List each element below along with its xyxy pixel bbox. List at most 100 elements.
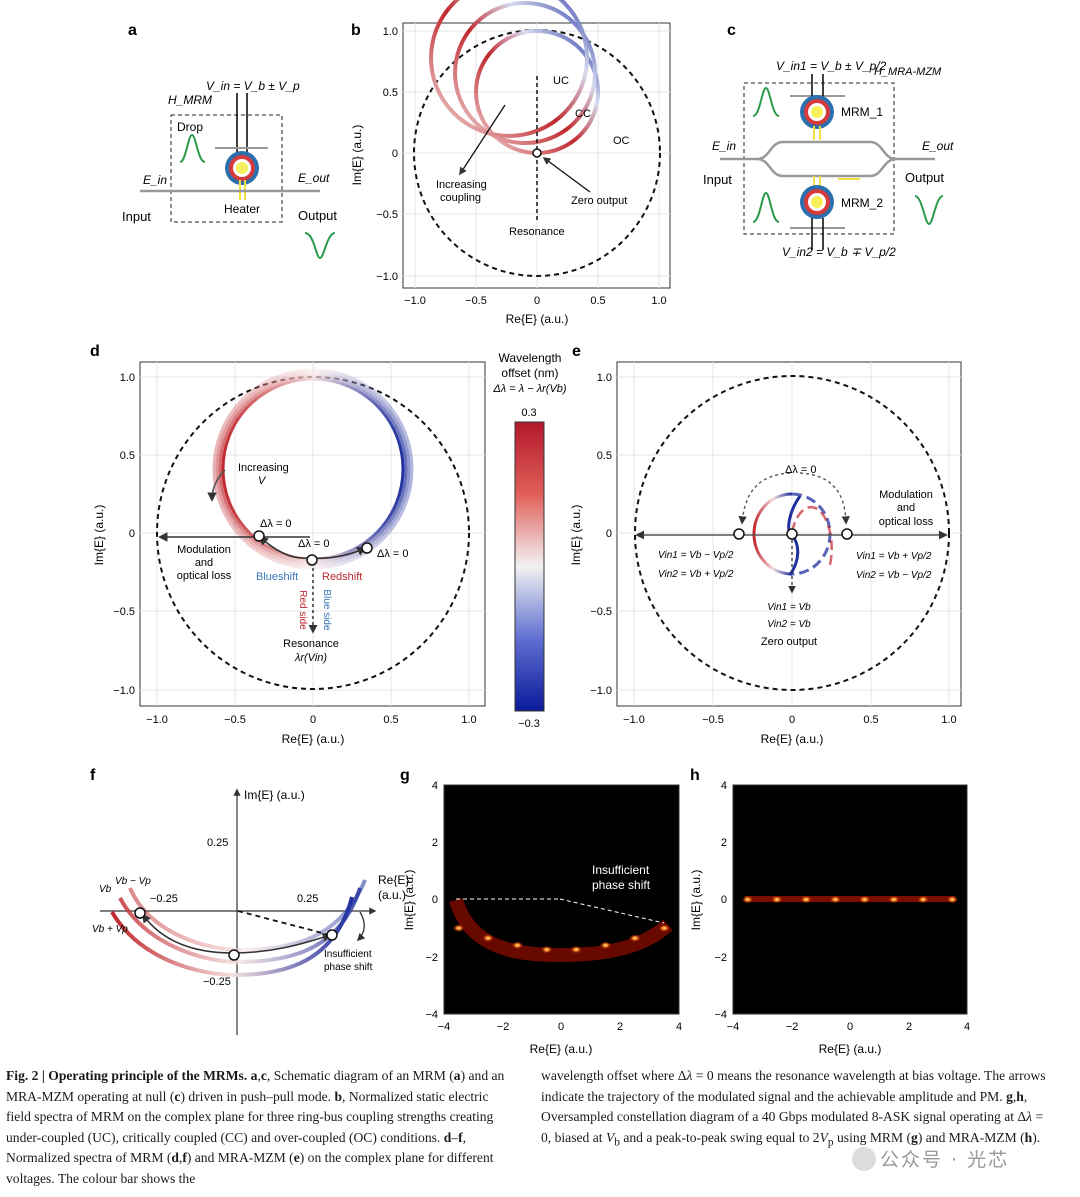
tick: −2 bbox=[714, 952, 727, 964]
tick: 0 bbox=[606, 528, 612, 540]
output-spectrum bbox=[914, 195, 944, 226]
tick-pos-y: 0.25 bbox=[207, 837, 228, 849]
eout-label: E_out bbox=[922, 139, 954, 153]
tick: −2 bbox=[497, 1021, 510, 1033]
marker-3 bbox=[326, 929, 338, 941]
tick: 0 bbox=[129, 528, 135, 540]
panel-g: g Insufficient phase shift −4 −2 0 2 4 4… bbox=[400, 767, 682, 1056]
mzm-waveguide bbox=[720, 140, 935, 178]
tick: 2 bbox=[721, 837, 727, 849]
panel-c: c V_in1 = V_b ± V_p/2 H_MRA-MZM MRM_1 MR… bbox=[703, 22, 954, 259]
blueshift-label: Blueshift bbox=[256, 571, 298, 583]
cc-circle bbox=[453, 1, 597, 145]
constellation-point bbox=[482, 934, 495, 943]
mrm2-label: MRM_2 bbox=[841, 196, 883, 210]
panel-letter: b bbox=[351, 22, 361, 39]
panel-a: a V_in = V_b ± V_p H_MRM Drop E_in E_out… bbox=[122, 22, 337, 260]
cb-title-2: offset (nm) bbox=[501, 366, 558, 380]
marker-2 bbox=[228, 949, 240, 961]
cc-label: CC bbox=[575, 108, 591, 120]
tick-neg-x: −0.25 bbox=[150, 893, 178, 905]
increasing-label: Increasing bbox=[238, 462, 289, 474]
uc-label: UC bbox=[553, 75, 569, 87]
tick: 0 bbox=[721, 894, 727, 906]
tick: 4 bbox=[964, 1021, 970, 1033]
constellation-point bbox=[599, 941, 612, 950]
marker-1 bbox=[134, 907, 146, 919]
output-spectrum bbox=[304, 232, 336, 260]
ring1-core bbox=[811, 106, 823, 118]
x-axis-label: Re{E} (a.u.) bbox=[530, 1042, 593, 1056]
vbmvp-label: Vb − Vp bbox=[115, 876, 151, 887]
watermark: 公众号 · 光芯 bbox=[852, 1145, 1009, 1172]
v-label: V bbox=[258, 475, 267, 487]
constellation-points bbox=[452, 924, 671, 954]
y-ticks: 4 2 0 −2 −4 bbox=[425, 780, 438, 1021]
panel-letter: c bbox=[727, 22, 736, 39]
arc-right-red bbox=[790, 505, 833, 566]
dl-arrow-right bbox=[799, 472, 850, 525]
vin-label: V_in = V_b ± V_p bbox=[206, 79, 300, 93]
tick: 0.5 bbox=[597, 450, 612, 462]
ring2-core bbox=[811, 196, 823, 208]
zero-output-marker bbox=[532, 148, 542, 158]
x-ticks: −4 −2 0 2 4 bbox=[727, 1021, 970, 1033]
dl-right: Δλ = 0 bbox=[377, 548, 409, 560]
constellation-point bbox=[570, 945, 583, 954]
panel-e: e Δλ = 0 Modulation and optical loss Vin… bbox=[569, 343, 962, 746]
mod-label-2: and bbox=[897, 502, 915, 514]
unit-circle bbox=[634, 375, 950, 691]
left-v1: Vin1 = Vb − Vp/2 bbox=[658, 550, 734, 561]
caption-left: Fig. 2 | Operating principle of the MRMs… bbox=[6, 1068, 505, 1186]
panel-letter: h bbox=[690, 767, 700, 784]
constellation-point bbox=[658, 924, 671, 933]
tick: −4 bbox=[438, 1021, 451, 1033]
constellation-point bbox=[452, 924, 465, 933]
phase-dash bbox=[237, 910, 331, 936]
drop-spectrum-2 bbox=[752, 191, 780, 223]
watermark-text: 公众号 · 光芯 bbox=[880, 1149, 1010, 1171]
constellation-point bbox=[829, 895, 842, 904]
tick: −0.5 bbox=[590, 606, 612, 618]
cb-min: −0.3 bbox=[518, 718, 540, 730]
constellation-points bbox=[741, 895, 959, 904]
mod-label-3: optical loss bbox=[879, 516, 934, 528]
tick: −0.5 bbox=[702, 714, 724, 726]
dl-mid: Δλ = 0 bbox=[298, 538, 330, 550]
panel-b: b UC CC OC Increasing coupling Zero outp… bbox=[350, 0, 671, 326]
marker-center bbox=[786, 528, 798, 540]
y-axis-label: Im{E} (a.u.) bbox=[244, 788, 305, 802]
figure: a V_in = V_b ± V_p H_MRM Drop E_in E_out… bbox=[90, 0, 970, 1056]
x-ticks: −1.0 −0.5 0 0.5 1.0 bbox=[146, 714, 477, 726]
tick: −4 bbox=[714, 1009, 727, 1021]
marker-left bbox=[733, 528, 745, 540]
tick: 0 bbox=[847, 1021, 853, 1033]
y-ticks: 1.0 0.5 0 −0.5 −1.0 bbox=[113, 372, 135, 697]
blue-side-label: Blue side bbox=[321, 589, 332, 631]
mid-v1: Vin1 = Vb bbox=[767, 602, 811, 613]
constellation-point bbox=[741, 895, 754, 904]
constellation-point bbox=[917, 895, 930, 904]
x-ticks: −4 −2 0 2 4 bbox=[438, 1021, 682, 1033]
tick: −1.0 bbox=[146, 714, 168, 726]
panel-letter: e bbox=[572, 343, 581, 360]
insuff-label-1: Insufficient bbox=[592, 863, 650, 877]
phase-arrow bbox=[356, 911, 366, 942]
tick: 0.5 bbox=[590, 295, 605, 307]
coupling-label: coupling bbox=[440, 192, 481, 204]
tick: −4 bbox=[727, 1021, 740, 1033]
y-ticks: 1.0 0.5 0 −0.5 −1.0 bbox=[376, 26, 398, 283]
marker-right bbox=[841, 528, 853, 540]
tick: 2 bbox=[432, 837, 438, 849]
tick: −2 bbox=[425, 952, 438, 964]
x-ticks: −1.0 −0.5 0 0.5 1.0 bbox=[404, 295, 667, 307]
vin1-label: V_in1 = V_b ± V_p/2 bbox=[776, 59, 887, 73]
tick: −1.0 bbox=[376, 271, 398, 283]
tick: 0 bbox=[789, 714, 795, 726]
insuff-label-2: phase shift bbox=[592, 878, 651, 892]
tick: 2 bbox=[906, 1021, 912, 1033]
constellation-point bbox=[540, 945, 553, 954]
panel-letter: d bbox=[90, 343, 100, 360]
panel-h: h −4 −2 0 2 4 4 2 0 −2 −4 Re{E} (a.u.) I… bbox=[689, 767, 970, 1056]
tick: 0.5 bbox=[383, 87, 398, 99]
